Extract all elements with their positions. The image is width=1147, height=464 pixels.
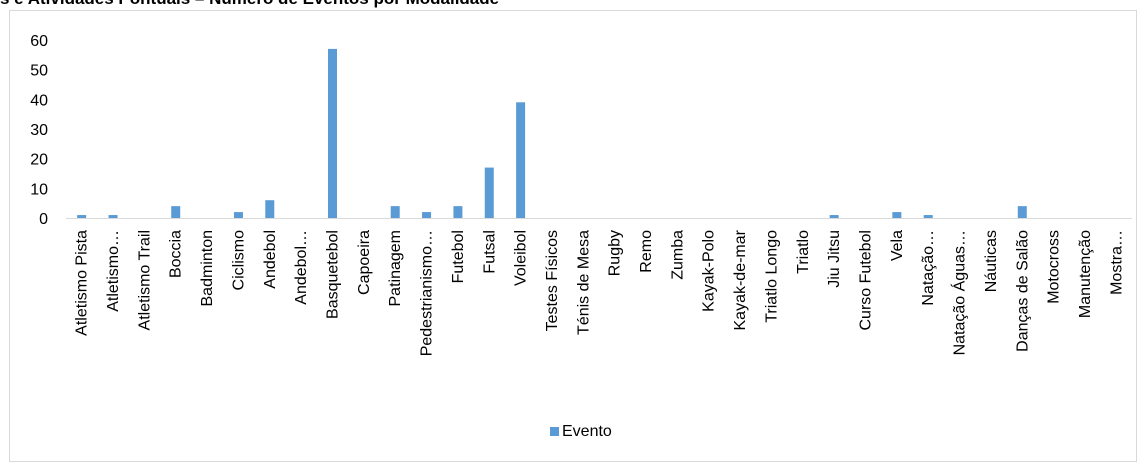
- bar: [390, 206, 400, 218]
- x-tick-label: Atletismo Pista: [74, 230, 91, 336]
- bar: [108, 215, 118, 218]
- x-tick-label: Andebol: [262, 230, 279, 289]
- x-tick-label: Triatlo: [795, 230, 812, 274]
- x-tick-label: Patinagem: [387, 230, 404, 307]
- bar: [328, 48, 337, 219]
- bar: [233, 212, 243, 218]
- y-tick-label: 50: [30, 63, 48, 80]
- bar: [77, 215, 87, 218]
- legend: Evento: [550, 423, 612, 440]
- x-tick-label: Motocross: [1046, 230, 1063, 304]
- x-tick-label: Vela: [889, 230, 906, 261]
- x-tick-label: Remo: [638, 230, 655, 273]
- x-tick-label: Andebol…: [293, 230, 310, 305]
- x-tick-label: Capoeira: [356, 230, 373, 295]
- bar: [265, 200, 275, 218]
- bar: [171, 206, 181, 218]
- x-tick-label: Natação Águas…: [950, 230, 969, 355]
- x-tick-label: Pedestrianismo…: [419, 230, 436, 356]
- x-tick-label: Curso Futebol: [858, 230, 875, 331]
- bar: [892, 212, 902, 218]
- legend-swatch: [550, 427, 559, 436]
- x-tick-label: Futsal: [481, 230, 498, 274]
- x-tick-label: Futebol: [450, 230, 467, 283]
- x-tick-label: Natação…: [920, 230, 937, 306]
- x-tick-label: Ténis de Mesa: [575, 230, 592, 335]
- x-tick-label: Danças de Salão: [1014, 230, 1031, 352]
- y-tick-label: 30: [30, 122, 48, 139]
- x-tick-label: Mostra…: [1108, 230, 1125, 295]
- x-tick-label: Kayak-de-mar: [732, 229, 749, 330]
- chart-frame: [9, 10, 1137, 462]
- bar: [516, 102, 526, 218]
- x-tick-label: Atletismo Trail: [136, 230, 153, 330]
- x-tick-label: Triatlo Longo: [763, 230, 780, 323]
- y-tick-label: 10: [30, 181, 48, 198]
- x-tick-label: Manutenção: [1077, 230, 1094, 318]
- y-tick-label: 0: [39, 211, 48, 228]
- x-tick-label: Testes Físicos: [544, 230, 561, 331]
- x-tick-label: Boccia: [168, 230, 185, 278]
- bar: [829, 215, 839, 218]
- x-tick-label: Zumba: [669, 230, 686, 280]
- chart-title: s e Atividades Pontuais – Número de Even…: [0, 0, 499, 9]
- y-tick-label: 60: [30, 33, 48, 50]
- bar: [453, 206, 463, 218]
- x-tick-label: Ciclismo: [230, 230, 247, 291]
- legend-label: Evento: [562, 423, 612, 440]
- x-tick-label: Atletismo…: [105, 230, 122, 312]
- y-tick-label: 40: [30, 92, 48, 109]
- x-tick-label: Náuticas: [983, 230, 1000, 292]
- x-tick-label: Kayak-Polo: [701, 230, 718, 312]
- bar: [484, 167, 494, 218]
- x-tick-label: Basquetebol: [325, 230, 342, 319]
- x-tick-label: Badminton: [199, 230, 216, 307]
- x-tick-label: Rugby: [607, 230, 624, 276]
- x-tick-label: Voleibol: [513, 230, 530, 286]
- bar: [1017, 206, 1027, 218]
- bar: [923, 215, 933, 218]
- bar: [422, 212, 432, 218]
- x-tick-label: Jiu Jitsu: [826, 230, 843, 288]
- y-tick-label: 20: [30, 152, 48, 169]
